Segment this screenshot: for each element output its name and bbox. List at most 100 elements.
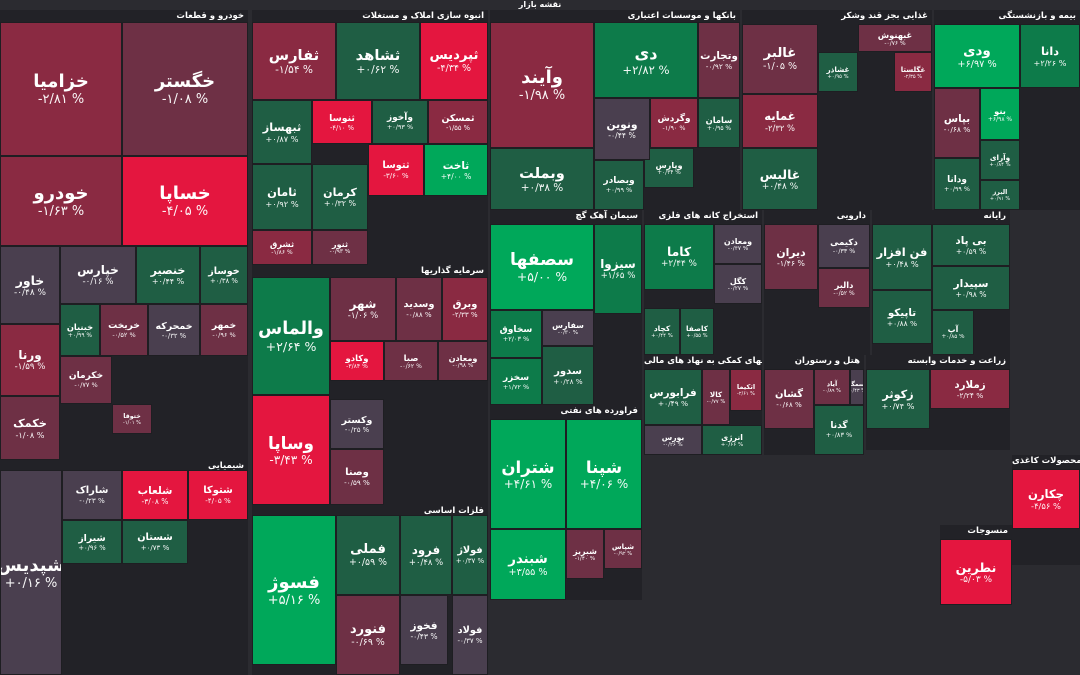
stock-tile[interactable]: وآیند -۱/۹۸ % [490,22,594,148]
stock-tile[interactable]: غالبس +۰/۴۸ % [742,148,818,210]
stock-tile[interactable]: ثنوسا -۴/۱۰ % [312,100,372,144]
stock-tile[interactable]: ودانا +۰/۹۹ % [934,158,980,210]
stock-tile[interactable]: والماس +۲/۶۴ % [252,277,330,395]
stock-tile[interactable]: وسدید -۰/۸۸ % [396,277,442,341]
stock-tile[interactable]: ثشرق -۱/۸۶ % [252,230,312,265]
stock-tile[interactable]: فملی +۰/۵۹ % [336,515,400,595]
stock-tile[interactable]: ومعادن -۰/۹۸ % [438,341,488,381]
stock-tile[interactable]: غشاذر +۰/۹۵ % [818,52,858,92]
stock-tile[interactable]: وآخوز +۰/۹۳ % [372,100,428,144]
stock-tile[interactable]: ثبهساز +۰/۸۷ % [252,100,312,164]
stock-tile[interactable]: وگردش -۱/۹۰ % [650,98,698,148]
stock-tile[interactable]: خمهر -۰/۹۶ % [200,304,248,356]
stock-tile[interactable]: سدور +۰/۲۸ % [542,346,594,405]
stock-tile[interactable]: زکوثر +۰/۷۴ % [866,369,930,429]
stock-tile[interactable]: انرژی +۰/۶۶ % [702,425,762,455]
stock-tile[interactable]: وکادو -۳/۸۴ % [330,341,384,381]
stock-tile[interactable]: ودی +۶/۹۷ % [934,24,1020,88]
stock-tile[interactable]: خبنیان +۰/۹۹ % [60,304,100,356]
stock-tile[interactable]: وپارس +۰/۳۴ % [644,148,694,188]
stock-tile[interactable]: کاصفا +۰/۵۵ % [680,308,714,355]
stock-tile[interactable]: بورس -۰/۲۶ % [644,425,702,455]
stock-tile[interactable]: سپیدار +۰/۹۸ % [932,266,1010,310]
stock-tile[interactable]: ثپردیس -۴/۳۴ % [420,22,488,100]
stock-tile[interactable]: غگلستا -۲/۳۵ % [894,52,932,92]
stock-tile[interactable]: خزامیا -۲/۸۱ % [0,22,122,156]
stock-tile[interactable]: شتران +۴/۶۱ % [490,419,566,529]
stock-tile[interactable]: دکیمی -۰/۳۳ % [818,224,870,268]
stock-tile[interactable]: خمحرکه -۰/۳۲ % [148,304,200,356]
stock-tile[interactable]: شلعاب -۳/۰۸ % [122,470,188,520]
stock-tile[interactable]: ونوین -۰/۴۴ % [594,98,650,160]
stock-tile[interactable]: سیزوا +۱/۶۵ % [594,224,642,314]
stock-tile[interactable]: سمگا-۰/۴۳ % [850,369,864,405]
stock-tile[interactable]: وکستر -۰/۲۵ % [330,399,384,449]
stock-tile[interactable]: خکرمان -۰/۷۷ % [60,356,112,404]
stock-tile[interactable]: دیران -۱/۴۶ % [764,224,818,290]
stock-tile[interactable]: شتوکا -۴/۰۵ % [188,470,248,520]
stock-tile[interactable]: شبندر +۳/۵۵ % [490,529,566,600]
stock-tile[interactable]: کالا -۰/۷۷ % [702,369,730,425]
stock-tile[interactable]: فنورد -۰/۶۹ % [336,595,400,675]
stock-tile[interactable]: فن افزار +۰/۴۸ % [872,224,932,290]
stock-tile[interactable]: خنصیر +۰/۴۴ % [136,246,200,304]
stock-tile[interactable]: شپاس -۰/۹۲ % [604,529,642,569]
stock-tile[interactable]: آپ +۰/۸۵ % [932,310,974,355]
stock-tile[interactable]: نطرین -۵/۰۳ % [940,539,1012,605]
stock-tile[interactable]: شپدیس +۰/۱۶ % [0,470,62,675]
stock-tile[interactable]: وبصادر +۰/۹۹ % [594,160,644,210]
stock-tile[interactable]: فولاد -۰/۳۷ % [452,595,488,675]
stock-tile[interactable]: شیراز +۰/۹۶ % [62,520,122,564]
stock-tile[interactable]: کچاد +۰/۴۴ % [644,308,680,355]
stock-tile[interactable]: ورنا -۱/۵۹ % [0,324,60,396]
stock-tile[interactable]: شستان +۰/۷۳ % [122,520,188,564]
stock-tile[interactable]: سخزر +۱/۷۲ % [490,358,542,405]
stock-tile[interactable]: غالبر -۱/۰۵ % [742,24,818,94]
stock-tile[interactable]: سصفها +۵/۰۰ % [490,224,594,310]
stock-tile[interactable]: تاپیکو +۰/۸۸ % [872,290,932,344]
stock-tile[interactable]: دی +۲/۸۲ % [594,22,698,98]
stock-tile[interactable]: بپاس -۰/۶۸ % [934,88,980,158]
stock-tile[interactable]: ومعادن -۰/۴۷ % [714,224,762,264]
stock-tile[interactable]: گدنا +۰/۸۳ % [814,405,864,455]
stock-tile[interactable]: وصنا -۰/۵۹ % [330,449,384,505]
stock-tile[interactable]: چکارن -۴/۵۶ % [1012,469,1080,529]
stock-tile[interactable]: وبملت +۰/۳۸ % [490,148,594,210]
stock-tile[interactable]: ثفارس -۱/۵۴ % [252,22,336,100]
stock-tile[interactable]: سفارس -۰/۳۰ % [542,310,594,346]
stock-tile[interactable]: سخاوق +۲/۰۳ % [490,310,542,358]
stock-tile[interactable]: وبرق -۲/۳۳ % [442,277,488,341]
stock-tile[interactable]: فرابورس +۰/۴۹ % [644,369,702,425]
stock-tile[interactable]: غبهنوش -۰/۷۶ % [858,24,932,52]
stock-tile[interactable]: خریخت -۰/۵۲ % [100,304,148,356]
stock-tile[interactable]: شهر -۱/۰۶ % [330,277,396,341]
stock-tile[interactable]: اتکیما -۲/۶۱ % [730,369,762,411]
stock-tile[interactable]: بنو +۶/۹۸ % [980,88,1020,140]
stock-tile[interactable]: ختوقا -۱/۰۱ % [112,404,152,434]
stock-tile[interactable]: کرمان +۰/۳۲ % [312,164,368,230]
stock-tile[interactable]: گشان -۰/۶۸ % [764,369,814,429]
stock-tile[interactable]: ثامان +۰/۹۲ % [252,164,312,230]
stock-tile[interactable]: خاور -۰/۴۸ % [0,246,60,324]
stock-tile[interactable]: ثمسکن -۱/۵۵ % [428,100,488,144]
stock-tile[interactable]: ثتوسا -۳/۶۰ % [368,144,424,196]
stock-tile[interactable]: شپنا +۴/۰۶ % [566,419,642,529]
stock-tile[interactable]: شبریز -۱/۴۰ % [566,529,604,579]
stock-tile[interactable]: خگستر -۱/۰۸ % [122,22,248,156]
stock-tile[interactable]: خساپا -۴/۰۵ % [122,156,248,246]
stock-tile[interactable]: زملارد -۲/۲۴ % [930,369,1010,409]
stock-tile[interactable]: دانا +۲/۲۶ % [1020,24,1080,88]
stock-tile[interactable]: فسوژ +۵/۱۶ % [252,515,336,665]
stock-tile[interactable]: فخوز -۰/۴۳ % [400,595,448,665]
stock-tile[interactable]: فولاژ +۰/۳۷ % [452,515,488,595]
stock-tile[interactable]: خپارس -۰/۱۶ % [60,246,136,304]
stock-tile[interactable]: خکمک -۱/۰۸ % [0,396,60,460]
stock-tile[interactable]: بی پاد +۰/۵۹ % [932,224,1010,266]
stock-tile[interactable]: خودرو -۱/۶۳ % [0,156,122,246]
stock-tile[interactable]: کگل -۰/۲۷ % [714,264,762,304]
stock-tile[interactable]: فرود +۰/۴۸ % [400,515,452,595]
stock-tile[interactable]: ثنور -۰/۹۳ % [312,230,368,265]
stock-tile[interactable]: کاما +۲/۴۴ % [644,224,714,290]
stock-tile[interactable]: البرز +۰/۹۱ % [980,180,1020,210]
stock-tile[interactable]: وآرای +۰/۸۴ % [980,140,1020,180]
